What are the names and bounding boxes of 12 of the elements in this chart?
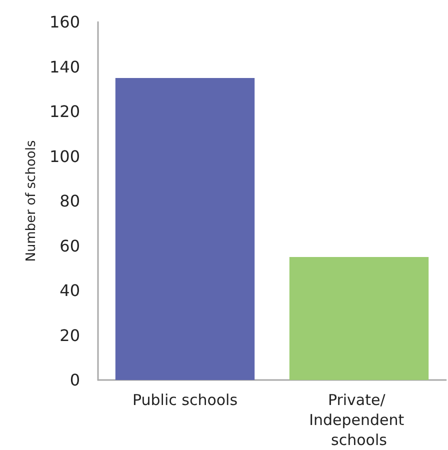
x-tick-label: Public schools: [132, 391, 238, 409]
y-tick-label: 0: [70, 370, 80, 390]
y-tick-label: 40: [60, 281, 80, 300]
y-tick-label: 80: [60, 192, 80, 210]
x-tick-label: Private/ Independent schools: [309, 391, 409, 449]
y-tick-label: 120: [49, 102, 80, 121]
y-axis-title: Number of schools: [24, 140, 39, 262]
y-tick-label: 20: [60, 326, 80, 345]
y-tick-label: 160: [49, 12, 80, 32]
y-tick-label: 140: [49, 57, 80, 76]
y-tick-label: 100: [49, 146, 80, 166]
y-tick-label: 60: [60, 236, 80, 256]
